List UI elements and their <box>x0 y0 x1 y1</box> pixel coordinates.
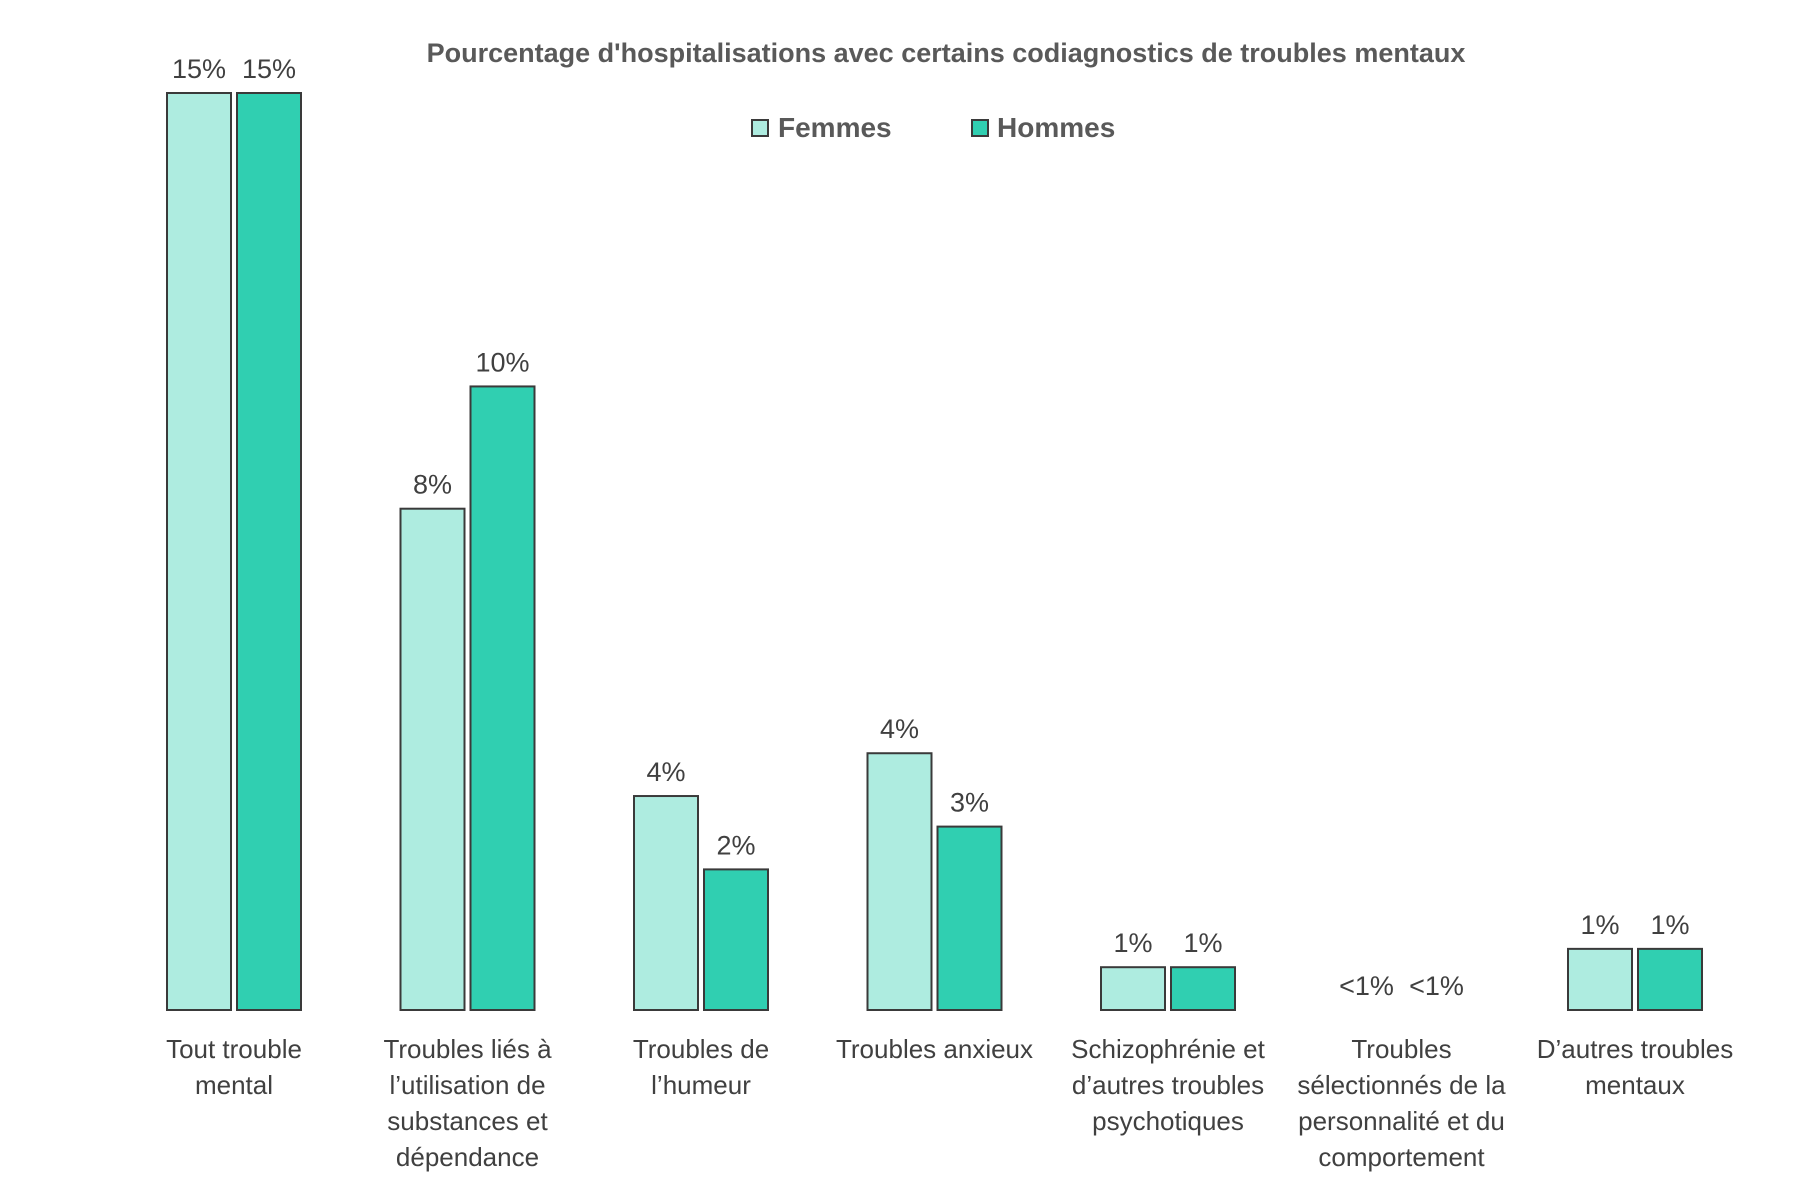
bar-femmes-0 <box>166 92 232 1011</box>
category-label-4-line-1: d’autres troubles <box>1072 1070 1264 1100</box>
bar-hommes-2 <box>703 868 769 1011</box>
data-labels: 15% 15% 8% 10% 4% 2% 4% 3% 1% 1% <1% <1% 1% 1% <box>172 54 1690 1001</box>
data-label-femmes-6: 1% <box>1580 910 1619 940</box>
bar-femmes-3 <box>866 752 933 1011</box>
data-label-femmes-5: <1% <box>1339 971 1394 1001</box>
data-label-femmes-1: 8% <box>413 470 452 500</box>
bar-hommes-4 <box>1170 966 1236 1011</box>
category-label-1-line-0: Troubles liés à <box>383 1034 552 1064</box>
bars <box>166 92 1703 1011</box>
category-label-3-line-0: Troubles anxieux <box>836 1034 1033 1064</box>
data-label-femmes-2: 4% <box>646 757 685 787</box>
category-label-5-line-2: personnalité et du <box>1298 1106 1505 1136</box>
legend-swatch-femmes <box>751 119 769 137</box>
category-label-6-line-1: mentaux <box>1585 1070 1685 1100</box>
category-label-0-line-0: Tout trouble <box>166 1034 302 1064</box>
category-label-5-line-3: comportement <box>1318 1142 1485 1172</box>
category-label-4-line-0: Schizophrénie et <box>1071 1034 1265 1064</box>
category-label-0-line-1: mental <box>195 1070 273 1100</box>
category-label-6-line-0: D’autres troubles <box>1537 1034 1734 1064</box>
category-label-1-line-2: substances et <box>387 1106 548 1136</box>
data-label-hommes-3: 3% <box>950 788 989 818</box>
legend-swatch-hommes <box>971 119 989 137</box>
bar-hommes-6 <box>1637 947 1703 1011</box>
category-label-5-line-0: Troubles <box>1351 1034 1451 1064</box>
data-label-femmes-0: 15% <box>172 54 226 84</box>
category-label-1-line-3: dépendance <box>396 1142 539 1172</box>
bar-femmes-2 <box>633 795 699 1011</box>
bar-hommes-1 <box>469 385 536 1011</box>
legend: Femmes Hommes <box>751 112 1115 143</box>
category-labels: Tout trouble mental Troubles liés à l’utili… <box>166 1034 1733 1172</box>
bar-femmes-1 <box>399 507 466 1011</box>
data-label-hommes-1: 10% <box>475 347 529 377</box>
category-label-4-line-2: psychotiques <box>1092 1106 1244 1136</box>
legend-label-hommes: Hommes <box>997 112 1115 143</box>
bar-femmes-4 <box>1100 966 1166 1011</box>
category-label-5-line-1: sélectionnés de la <box>1297 1070 1506 1100</box>
category-label-1-line-1: l’utilisation de <box>389 1070 545 1100</box>
bar-hommes-3 <box>936 825 1003 1011</box>
bar-hommes-0 <box>236 92 302 1011</box>
chart-title: Pourcentage d'hospitalisations avec cert… <box>427 38 1466 68</box>
category-label-2-line-1: l’humeur <box>651 1070 751 1100</box>
data-label-femmes-3: 4% <box>880 714 919 744</box>
category-label-2-line-0: Troubles de <box>633 1034 769 1064</box>
data-label-hommes-0: 15% <box>242 54 296 84</box>
bar-femmes-6 <box>1567 947 1633 1011</box>
data-label-hommes-5: <1% <box>1409 971 1464 1001</box>
legend-label-femmes: Femmes <box>778 112 892 143</box>
data-label-femmes-4: 1% <box>1113 928 1152 958</box>
data-label-hommes-4: 1% <box>1183 928 1222 958</box>
data-label-hommes-6: 1% <box>1650 910 1689 940</box>
data-label-hommes-2: 2% <box>716 830 755 860</box>
